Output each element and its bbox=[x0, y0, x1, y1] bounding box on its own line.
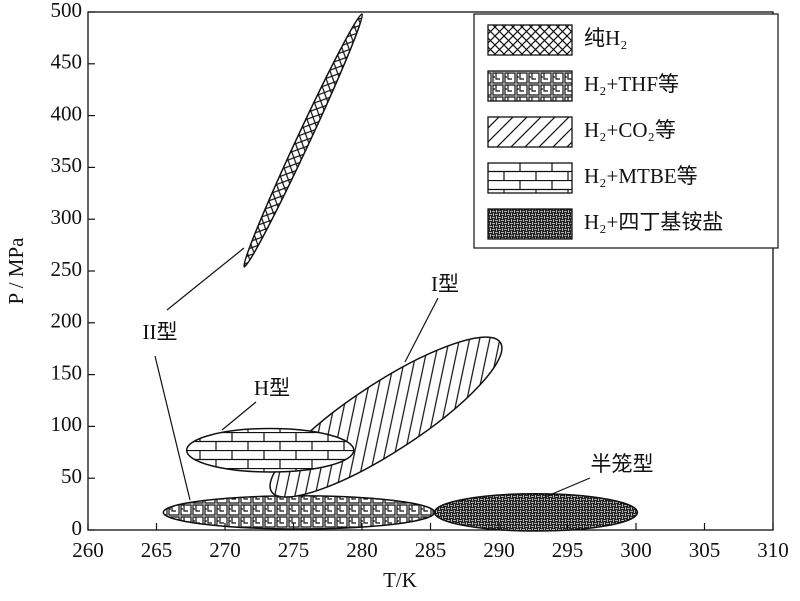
region bbox=[162, 495, 436, 530]
legend-swatch bbox=[487, 24, 573, 56]
region bbox=[433, 492, 639, 532]
y-tick-label: 300 bbox=[51, 205, 83, 229]
legend-label: H₂+四丁基铵盐 bbox=[584, 210, 723, 234]
annotation: I型 bbox=[431, 272, 459, 296]
x-tick-label: 260 bbox=[72, 538, 104, 562]
legend-swatch bbox=[487, 208, 573, 240]
x-tick-label: 280 bbox=[346, 538, 378, 562]
y-tick-label: 250 bbox=[51, 257, 83, 281]
legend-swatch bbox=[487, 70, 573, 102]
leader-line bbox=[404, 297, 439, 363]
leader-line bbox=[166, 247, 245, 311]
annotation: II型 bbox=[143, 320, 178, 344]
y-tick-label: 50 bbox=[61, 464, 82, 488]
y-axis-label: P / MPa bbox=[4, 237, 28, 305]
y-tick-label: 400 bbox=[51, 101, 83, 125]
x-tick-label: 310 bbox=[757, 538, 789, 562]
leader-line bbox=[544, 477, 591, 498]
annotation: H型 bbox=[254, 376, 290, 400]
legend-label: H₂+CO₂等 bbox=[584, 118, 676, 142]
region bbox=[269, 336, 503, 498]
y-tick-label: 150 bbox=[51, 360, 83, 384]
y-tick-label: 100 bbox=[51, 412, 83, 436]
regions bbox=[162, 13, 639, 532]
y-tick-label: 450 bbox=[51, 50, 83, 74]
x-tick-label: 305 bbox=[689, 538, 721, 562]
x-tick-label: 290 bbox=[483, 538, 515, 562]
leader-line bbox=[154, 355, 191, 501]
x-axis-label: T/K bbox=[383, 568, 417, 592]
y-tick-label: 350 bbox=[51, 153, 83, 177]
legend-label: 纯H₂ bbox=[584, 26, 628, 50]
y-tick-label: 200 bbox=[51, 309, 83, 333]
x-tick-label: 295 bbox=[552, 538, 584, 562]
legend-label: H₂+MTBE等 bbox=[584, 164, 698, 188]
legend-label: H₂+THF等 bbox=[584, 72, 679, 96]
y-tick-label: 500 bbox=[51, 0, 83, 22]
x-tick-label: 265 bbox=[141, 538, 173, 562]
legend-swatch bbox=[487, 116, 573, 148]
x-tick-label: 270 bbox=[209, 538, 241, 562]
x-tick-label: 300 bbox=[620, 538, 652, 562]
region bbox=[243, 13, 364, 268]
y-tick-label: 0 bbox=[72, 516, 83, 540]
region bbox=[185, 427, 355, 473]
x-tick-label: 285 bbox=[415, 538, 447, 562]
leader-lines bbox=[154, 247, 591, 501]
leader-line bbox=[221, 401, 257, 431]
legend-swatch bbox=[487, 162, 573, 194]
x-tick-label: 275 bbox=[278, 538, 310, 562]
annotation: 半笼型 bbox=[591, 452, 654, 476]
